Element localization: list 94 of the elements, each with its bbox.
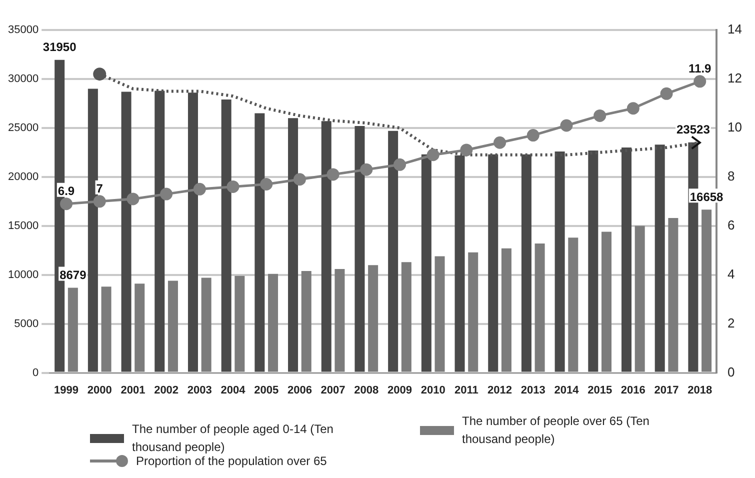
bar <box>168 280 178 372</box>
x-tick-label: 2005 <box>254 384 279 396</box>
point <box>160 188 173 200</box>
legend-label: Proportion of the population over 65 <box>136 454 328 470</box>
x-tick-label: 2002 <box>154 384 179 396</box>
x-tick-label: 2013 <box>520 384 546 396</box>
y-tick-label: 25000 <box>8 122 39 134</box>
point <box>526 129 540 142</box>
x-tick-label: 2007 <box>320 384 346 396</box>
x-tick-label: 2010 <box>420 384 446 396</box>
point <box>93 68 106 81</box>
y-tick-label: 35000 <box>8 24 39 36</box>
x-tick-label: 2015 <box>588 384 612 396</box>
y2-tick-label: 0 <box>728 364 735 380</box>
point <box>93 195 106 208</box>
bar <box>434 256 445 372</box>
data-label: 11.9 <box>688 62 712 76</box>
point <box>260 178 273 191</box>
bar <box>702 210 712 372</box>
point <box>626 102 640 115</box>
x-tick-label: 2014 <box>554 384 580 396</box>
bar <box>121 92 132 372</box>
legend-label: The number of people over 65 (Ten thousand people) <box>462 413 650 448</box>
y2-tick-label: 14 <box>728 22 742 37</box>
point <box>226 180 240 193</box>
point <box>393 158 406 171</box>
bar <box>634 226 645 372</box>
x-tick-label: 2001 <box>120 384 146 396</box>
data-label: 31950 <box>42 40 77 54</box>
legend-label: The number of people aged 0-14 (Ten thousand people) <box>132 421 334 456</box>
y2-tick-label: 4 <box>728 266 735 282</box>
bar <box>501 248 512 372</box>
bar <box>134 284 145 372</box>
bar <box>68 288 78 372</box>
point <box>460 144 473 156</box>
y2-tick-label: 6 <box>728 217 735 232</box>
data-label: 6.9 <box>58 184 75 198</box>
bar <box>534 244 545 372</box>
bar <box>288 118 298 372</box>
data-label: 7 <box>96 182 104 196</box>
bar <box>468 252 478 372</box>
bar <box>268 274 278 372</box>
x-tick-label: 2006 <box>287 384 312 396</box>
bar <box>388 130 398 372</box>
x-tick-label: 2011 <box>454 384 478 396</box>
point <box>326 168 340 181</box>
bar <box>201 278 212 372</box>
x-tick-label: 2003 <box>187 384 212 396</box>
y-tick-label: 20000 <box>8 170 39 183</box>
point <box>360 163 373 176</box>
point <box>594 109 606 122</box>
y2-tick-label: 12 <box>728 70 742 86</box>
x-tick-label: 2018 <box>688 384 712 396</box>
x-tick-label: 2012 <box>488 384 512 396</box>
bar <box>101 286 112 372</box>
x-tick-label: 2008 <box>354 384 379 396</box>
point <box>560 119 573 132</box>
bar <box>401 262 412 372</box>
data-label: 8679 <box>60 268 87 282</box>
x-tick-label: 2009 <box>387 384 412 396</box>
bar <box>668 218 678 372</box>
point <box>193 182 206 196</box>
bar <box>234 276 245 372</box>
point <box>694 75 706 88</box>
y2-tick-label: 10 <box>728 120 742 135</box>
bar <box>368 265 378 372</box>
data-label: 16658 <box>690 190 724 204</box>
point <box>494 136 506 149</box>
y-tick-label: 30000 <box>8 73 39 86</box>
x-tick-label: 1999 <box>54 384 79 396</box>
point <box>660 87 673 100</box>
y-tick-label: 10000 <box>8 268 39 281</box>
bar <box>568 238 578 372</box>
y-tick-label: 5000 <box>14 318 39 330</box>
y-tick-label: 15000 <box>8 220 39 232</box>
bar <box>421 154 432 372</box>
x-tick-label: 2000 <box>87 384 112 396</box>
x-tick-label: 2004 <box>220 384 246 396</box>
bar <box>221 100 232 372</box>
bar <box>301 270 312 372</box>
data-label: 23523 <box>676 122 710 137</box>
bar <box>334 268 345 372</box>
y2-tick-label: 2 <box>728 315 735 330</box>
x-tick-label: 2017 <box>654 384 679 396</box>
point <box>293 173 306 186</box>
bar <box>88 88 98 372</box>
bar <box>254 113 265 372</box>
y2-tick-label: 8 <box>728 168 735 184</box>
x-tick-label: 2016 <box>620 384 646 396</box>
point <box>60 198 73 210</box>
point <box>126 192 140 206</box>
bar <box>601 232 612 372</box>
y-tick-label: 0 <box>32 366 39 379</box>
point <box>426 148 440 162</box>
